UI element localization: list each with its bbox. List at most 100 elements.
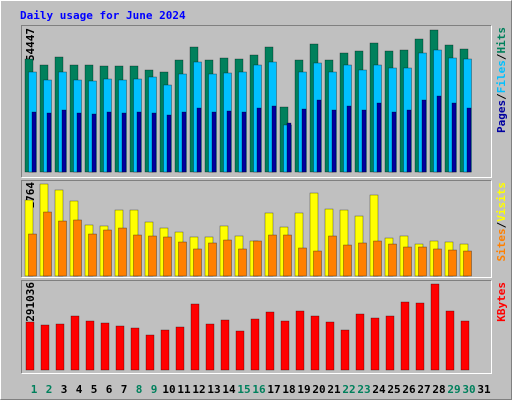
x-tick-label: 17 [267, 383, 280, 396]
legend-entry: Files [495, 60, 508, 93]
bar [88, 233, 97, 277]
x-tick-label: 4 [76, 383, 83, 396]
bar [448, 249, 457, 277]
bar [130, 327, 140, 371]
bar [340, 329, 350, 371]
bar [361, 109, 367, 173]
x-tick-label: 10 [162, 383, 175, 396]
panel-bevel-dark [21, 180, 492, 278]
bar [415, 302, 425, 371]
legend-entry: Hits [495, 27, 508, 54]
x-tick-label: 18 [282, 383, 295, 396]
bar [463, 250, 472, 277]
bar [358, 242, 367, 277]
bar [403, 246, 412, 277]
bar [466, 107, 472, 173]
x-tick-label: 25 [387, 383, 400, 396]
x-tick-label: 14 [222, 383, 236, 396]
bar [103, 229, 112, 277]
bar [310, 315, 320, 371]
x-tick-label: 20 [312, 383, 325, 396]
bar [211, 111, 217, 173]
bar [31, 111, 37, 173]
panel-bevel-light [21, 180, 492, 278]
x-tick-label: 16 [252, 383, 266, 396]
bar [43, 211, 52, 277]
x-tick-label: 11 [177, 383, 191, 396]
bar [346, 105, 352, 173]
legend-entry: Sites [495, 228, 508, 261]
bar [121, 112, 127, 173]
legend-entry: KBytes [495, 282, 508, 322]
bar [343, 244, 352, 277]
legend: KBytes [495, 282, 508, 322]
bar [178, 241, 187, 277]
bar [373, 240, 382, 277]
x-tick-label: 27 [417, 383, 430, 396]
bar [100, 322, 110, 371]
bar [55, 323, 65, 371]
bar [190, 303, 200, 371]
bar [205, 323, 215, 371]
bar [136, 111, 142, 173]
y-tick-label: 2291036 [24, 282, 37, 329]
bar [355, 313, 365, 371]
bar [148, 235, 157, 277]
bar [196, 107, 202, 173]
bar [133, 234, 142, 277]
bar [223, 239, 232, 277]
x-tick-label: 7 [121, 383, 128, 396]
x-tick-label: 23 [357, 383, 370, 396]
bar [28, 233, 37, 277]
x-tick-label: 19 [297, 383, 310, 396]
bar [118, 227, 127, 277]
bar [25, 321, 35, 371]
bar [265, 311, 275, 371]
bar [58, 220, 67, 277]
bar [406, 109, 412, 173]
x-tick-label: 2 [46, 383, 53, 396]
bar [271, 105, 277, 173]
panel-bevel-light [21, 280, 492, 374]
bar [436, 95, 442, 173]
bar [175, 326, 185, 371]
legend-separator: / [495, 93, 508, 100]
bar [46, 112, 52, 173]
bar [400, 301, 410, 371]
bar [253, 240, 262, 277]
x-tick-label: 12 [192, 383, 205, 396]
legend: Sites/Visits [495, 182, 508, 262]
legend-separator: / [495, 221, 508, 228]
x-tick-label: 30 [462, 383, 475, 396]
bar [256, 107, 262, 173]
x-tick-label: 13 [207, 383, 220, 396]
bar [40, 324, 50, 371]
bar [385, 315, 395, 371]
x-tick-label: 26 [402, 383, 416, 396]
bar [163, 236, 172, 277]
y-tick-label: 54447 [24, 28, 37, 61]
bar [301, 108, 307, 173]
bar [235, 330, 245, 371]
bar [331, 109, 337, 173]
x-tick-label: 21 [327, 383, 341, 396]
bar [391, 111, 397, 173]
bar [115, 325, 125, 371]
bar [316, 99, 322, 173]
bar [160, 329, 170, 371]
legend: Pages/Files/Hits [495, 27, 508, 133]
bar [283, 234, 292, 277]
x-tick-label: 5 [91, 383, 98, 396]
legend-entry: Visits [495, 182, 508, 222]
bar [433, 248, 442, 277]
bar [298, 247, 307, 277]
bar [445, 310, 455, 371]
bar [460, 320, 470, 371]
bar [241, 111, 247, 173]
bar [91, 113, 97, 173]
panel-bevel-dark [21, 25, 492, 178]
bar [268, 234, 277, 277]
bar [421, 99, 427, 173]
x-tick-label: 28 [432, 383, 445, 396]
bar [328, 235, 337, 277]
